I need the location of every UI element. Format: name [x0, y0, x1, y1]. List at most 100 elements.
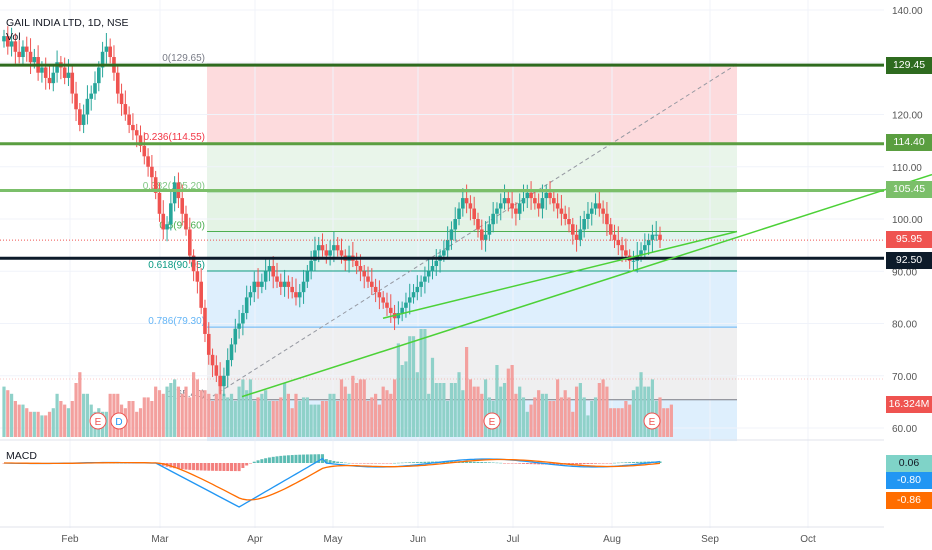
candle-body	[540, 198, 545, 209]
volume-bar	[480, 393, 484, 437]
volume-bar	[210, 401, 215, 437]
y-tick-label: 90.00	[892, 267, 917, 278]
candle-body	[203, 307, 207, 334]
volume-bar	[571, 411, 575, 437]
volume-bar	[332, 393, 336, 437]
candle-body	[366, 276, 370, 282]
macd-histogram-bar	[510, 463, 514, 464]
volume-bar	[267, 401, 272, 437]
volume-bar	[150, 401, 154, 437]
macd-histogram-bar	[355, 463, 359, 464]
candle-body	[180, 198, 185, 214]
candle-body	[533, 198, 537, 204]
macd-histogram-bar	[446, 461, 450, 463]
candle-body	[377, 292, 382, 298]
volume-bar	[127, 401, 131, 437]
price-tag: 92.50	[886, 252, 932, 269]
macd-histogram-bar	[211, 463, 215, 471]
macd-histogram-bar	[275, 456, 279, 463]
macd-histogram-bar	[260, 459, 264, 463]
candle-body	[445, 239, 450, 251]
volume-bar	[597, 383, 601, 437]
volume-bar	[669, 404, 673, 437]
macd-histogram-bar	[590, 463, 594, 464]
macd-histogram-bar	[518, 463, 522, 464]
volume-bar	[468, 379, 473, 437]
macd-histogram-bar	[605, 463, 609, 464]
macd-histogram-bar	[635, 461, 639, 463]
macd-value-tag: -0.80	[886, 472, 932, 489]
volume-bar	[506, 368, 510, 437]
volume-bar	[51, 408, 55, 437]
macd-histogram-bar	[176, 463, 180, 469]
candle-body	[548, 192, 552, 199]
candle-body	[646, 239, 651, 246]
macd-histogram-bar	[279, 455, 283, 463]
candle-body	[616, 239, 621, 246]
candle-body	[13, 41, 18, 52]
candle-body	[89, 93, 94, 99]
volume-bar	[146, 397, 150, 437]
macd-histogram-bar	[324, 459, 328, 463]
macd-histogram-bar	[343, 462, 347, 464]
volume-bar	[40, 415, 44, 437]
candle-body	[96, 67, 101, 84]
price-tag: 16.324M	[886, 396, 932, 413]
volume-bar	[131, 401, 135, 437]
price-tag: 129.45	[886, 57, 932, 74]
candle-body	[66, 72, 71, 78]
candle-body	[256, 281, 260, 287]
volume-bar	[461, 390, 465, 437]
volume-bar	[556, 379, 560, 437]
event-marker-label: D	[115, 417, 122, 428]
volume-bar	[305, 397, 309, 437]
fib-level-label: 0(129.65)	[162, 53, 205, 64]
volume-bar	[317, 404, 321, 437]
macd-histogram-bar	[192, 463, 196, 471]
volume-bar	[415, 372, 419, 437]
x-tick-label: Jun	[410, 534, 426, 545]
candle-body	[93, 83, 97, 94]
event-marker	[643, 412, 661, 430]
candle-body	[210, 354, 215, 366]
macd-histogram-bar	[309, 454, 313, 463]
candle-body	[468, 203, 473, 209]
x-tick-label: Aug	[603, 534, 621, 545]
volume-bar	[6, 390, 10, 437]
candle-body	[328, 250, 332, 256]
volume-bar	[483, 379, 488, 437]
price-tag: 114.40	[886, 134, 932, 151]
fib-zone	[207, 142, 737, 192]
volume-bar	[157, 390, 162, 437]
candle-body	[593, 203, 598, 209]
macd-histogram-bar	[521, 463, 525, 464]
macd-histogram-bar	[203, 463, 207, 471]
candle-body	[32, 57, 37, 63]
candle-body	[78, 109, 82, 125]
symbol-title[interactable]: GAIL INDIA LTD, 1D, NSE	[6, 17, 129, 29]
macd-histogram-bar	[529, 463, 533, 465]
macd-histogram-bar	[506, 463, 510, 464]
volume-bar	[620, 408, 624, 437]
volume-bar	[279, 397, 283, 437]
macd-histogram-bar	[271, 456, 275, 463]
candle-body	[559, 208, 564, 214]
macd-histogram-bar	[393, 462, 397, 464]
volume-bar	[135, 411, 139, 437]
macd-histogram-bar	[575, 463, 579, 465]
candle-body	[574, 234, 579, 240]
candle-body	[43, 67, 48, 78]
candle-body	[119, 93, 124, 105]
macd-histogram-bar	[290, 455, 294, 463]
macd-histogram-bar	[480, 462, 484, 463]
y-tick-label: 70.00	[892, 372, 917, 383]
event-marker-label: E	[649, 417, 656, 428]
macd-histogram-bar	[336, 461, 340, 463]
volume-bar	[336, 401, 340, 437]
macd-histogram-bar	[188, 463, 192, 470]
candle-body	[654, 234, 659, 236]
macd-histogram-bar	[616, 462, 620, 464]
volume-bar	[44, 415, 48, 437]
candle-body	[510, 203, 514, 209]
